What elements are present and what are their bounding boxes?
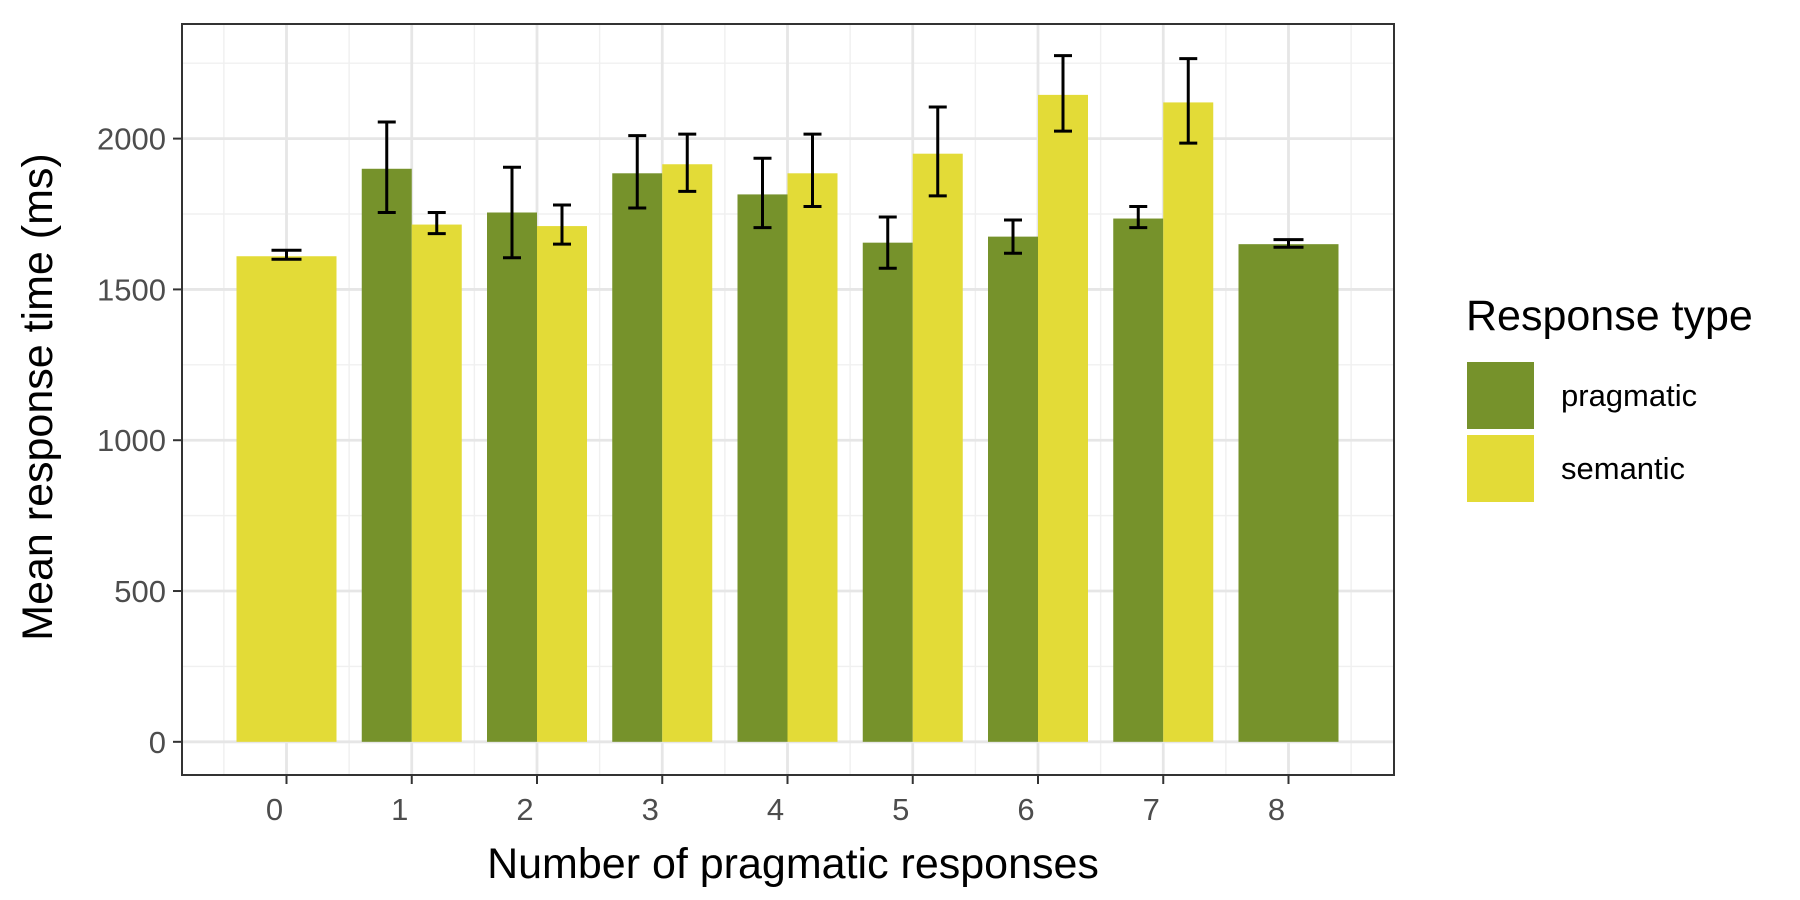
x-tick-label: 3 bbox=[642, 792, 659, 827]
x-tick-label: 5 bbox=[892, 792, 909, 827]
y-tick-label: 500 bbox=[114, 574, 166, 609]
bar-pragmatic-7 bbox=[1113, 218, 1164, 742]
x-tick-label: 4 bbox=[767, 792, 784, 827]
error-bar-semantic-5 bbox=[928, 105, 947, 198]
x-tick-label: 0 bbox=[266, 792, 283, 827]
x-tick-label: 2 bbox=[516, 792, 533, 827]
error-bar-semantic-0 bbox=[271, 248, 302, 261]
error-bar-semantic-3 bbox=[678, 132, 697, 193]
legend-title: Response type bbox=[1466, 292, 1753, 340]
x-tick-label: 1 bbox=[391, 792, 408, 827]
error-bar-semantic-7 bbox=[1179, 57, 1198, 145]
y-tick-label: 0 bbox=[149, 725, 166, 760]
x-axis-title: Number of pragmatic responses bbox=[487, 840, 1099, 888]
error-bar-pragmatic-2 bbox=[503, 165, 521, 260]
error-bar-semantic-2 bbox=[553, 203, 571, 246]
x-tick-label: 7 bbox=[1143, 792, 1160, 827]
legend-label-pragmatic: pragmatic bbox=[1561, 378, 1697, 413]
legend: Response type pragmatic semantic bbox=[1466, 292, 1753, 502]
bar-semantic-6 bbox=[1038, 94, 1088, 742]
error-bar-pragmatic-8 bbox=[1273, 238, 1304, 249]
bar-semantic-7 bbox=[1163, 102, 1214, 742]
y-tick-label: 1500 bbox=[97, 272, 166, 307]
plot-panel bbox=[181, 23, 1395, 776]
bar-semantic-3 bbox=[662, 164, 713, 742]
legend-swatch-pragmatic bbox=[1467, 362, 1534, 429]
x-tick-label: 6 bbox=[1017, 792, 1034, 827]
error-bar-semantic-1 bbox=[427, 211, 446, 236]
bar-pragmatic-1 bbox=[361, 168, 412, 742]
error-bar-pragmatic-1 bbox=[377, 120, 396, 215]
error-bar-pragmatic-5 bbox=[878, 215, 897, 270]
bar-pragmatic-8 bbox=[1238, 244, 1339, 742]
error-bar-pragmatic-4 bbox=[753, 156, 772, 230]
bar-pragmatic-2 bbox=[487, 212, 537, 742]
error-bar-pragmatic-6 bbox=[1004, 218, 1022, 255]
x-tick-label: 8 bbox=[1268, 792, 1285, 827]
bar-semantic-2 bbox=[537, 226, 587, 742]
bar-semantic-1 bbox=[411, 224, 462, 742]
y-axis: 0 500 1000 1500 2000 bbox=[97, 122, 182, 760]
legend-label-semantic: semantic bbox=[1561, 451, 1685, 486]
error-bar-semantic-4 bbox=[803, 132, 822, 208]
bar-pragmatic-6 bbox=[988, 236, 1038, 742]
bar-semantic-0 bbox=[236, 256, 337, 742]
bar-semantic-5 bbox=[912, 153, 963, 742]
error-bar-semantic-6 bbox=[1054, 54, 1072, 133]
legend-swatch-semantic bbox=[1467, 435, 1534, 502]
bar-semantic-4 bbox=[787, 173, 838, 742]
bar-pragmatic-5 bbox=[862, 242, 913, 742]
y-axis-title: Mean response time (ms) bbox=[14, 153, 62, 641]
y-tick-label: 1000 bbox=[97, 423, 166, 458]
y-tick-label: 2000 bbox=[97, 122, 166, 157]
bar-pragmatic-3 bbox=[612, 173, 663, 742]
error-bar-pragmatic-7 bbox=[1129, 204, 1148, 230]
error-bar-pragmatic-3 bbox=[628, 134, 647, 210]
bar-pragmatic-4 bbox=[737, 194, 788, 742]
x-axis: 0 1 2 3 4 5 6 7 8 bbox=[266, 775, 1290, 827]
